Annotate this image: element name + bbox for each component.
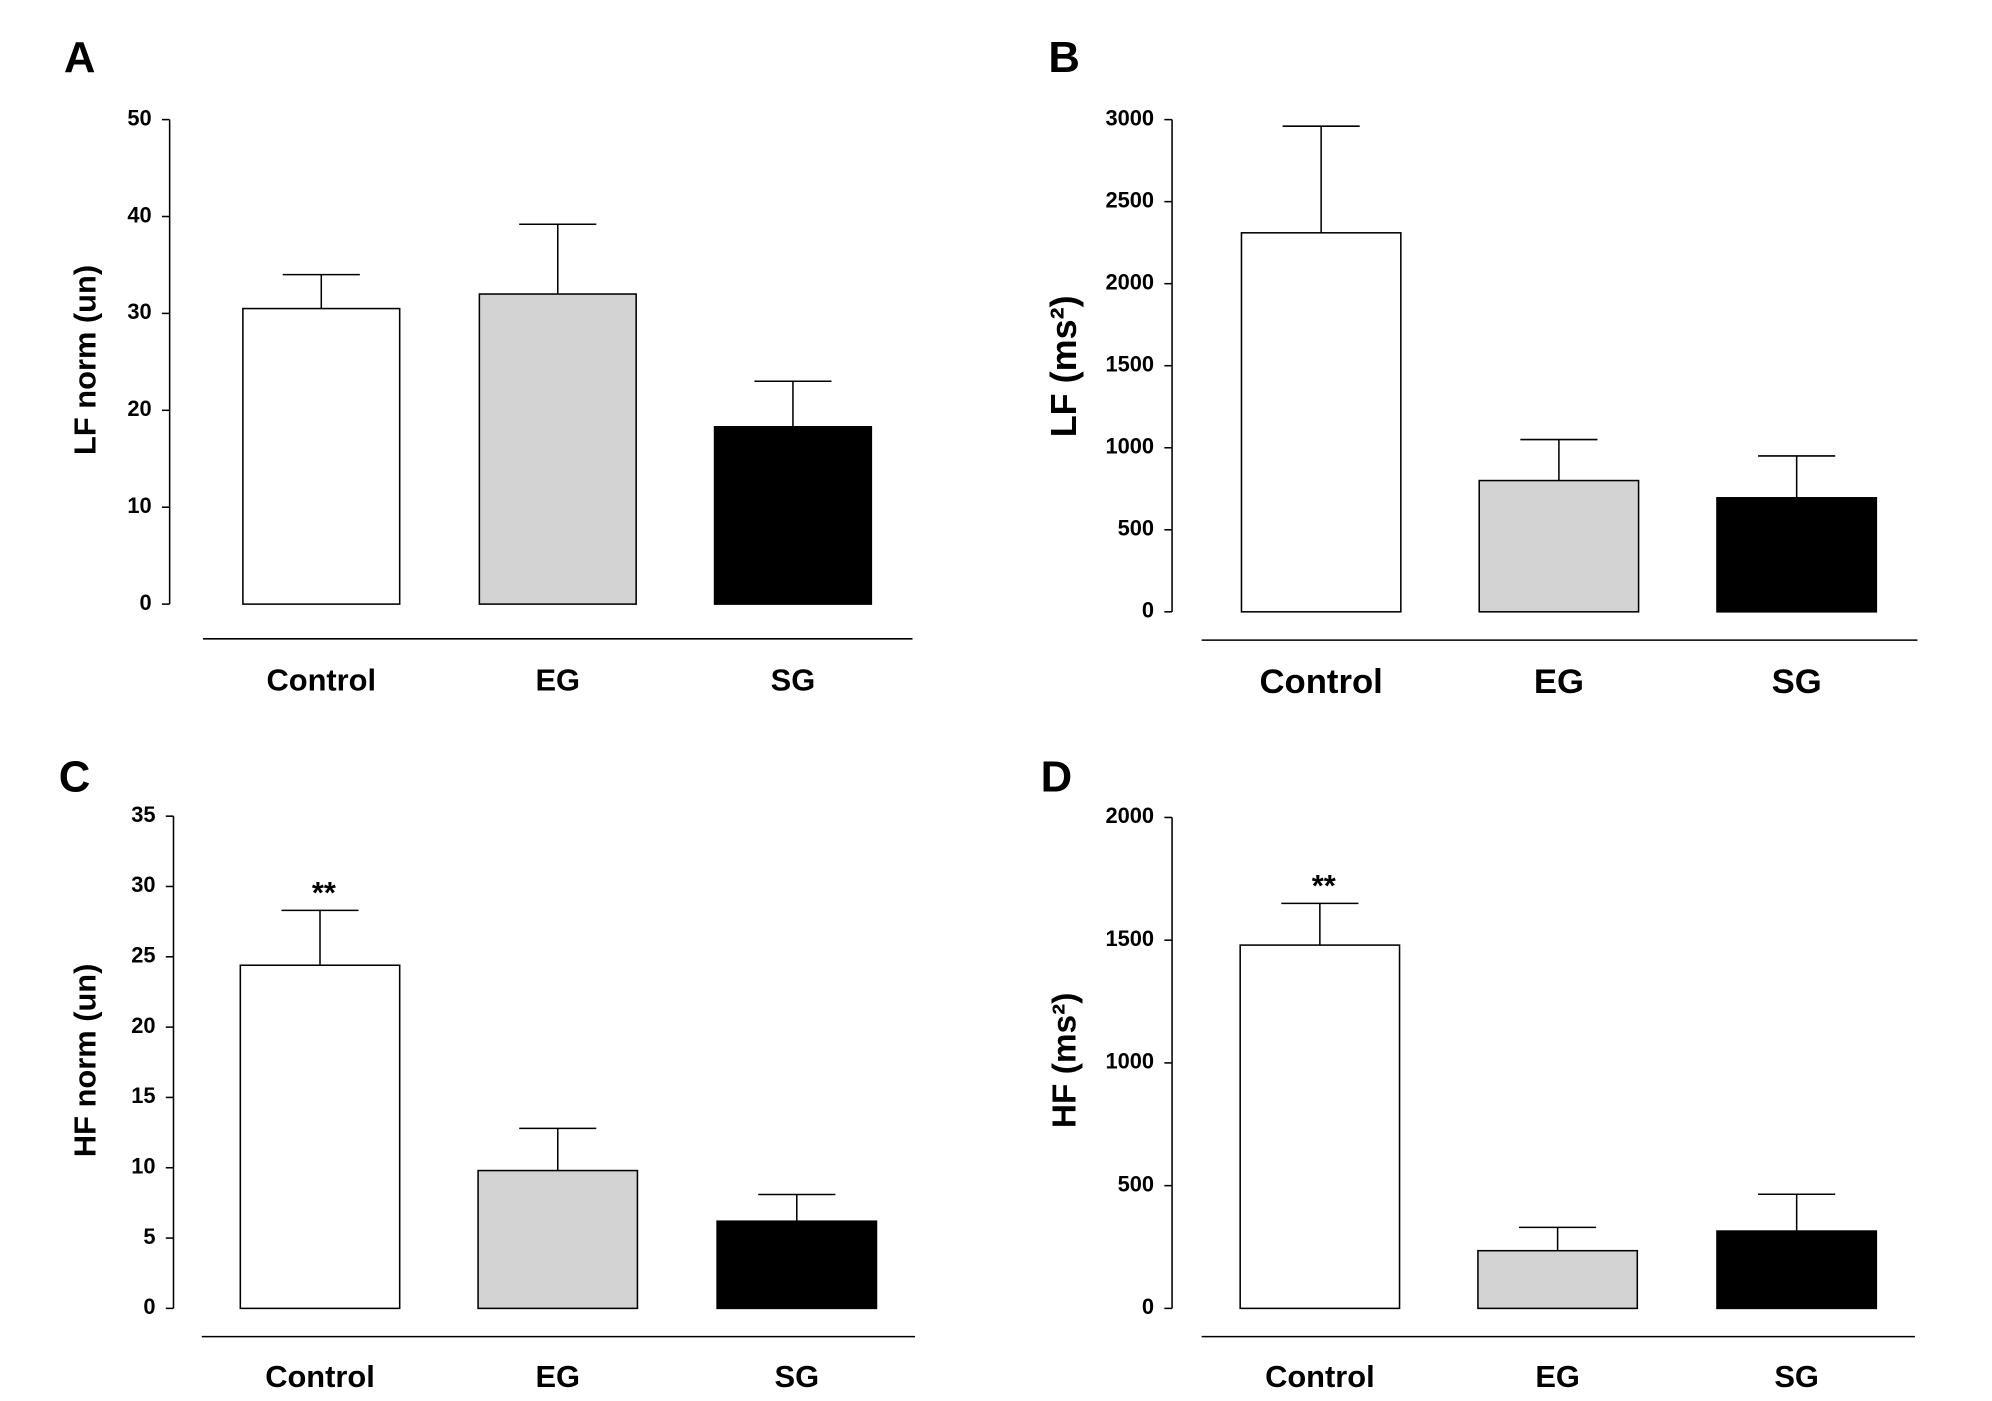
y-tick-label: 30 [127, 299, 151, 324]
bar [1240, 232, 1402, 613]
y-tick-label: 2500 [1106, 187, 1155, 212]
bar [1477, 1249, 1639, 1310]
bar [478, 293, 637, 605]
bar [1239, 944, 1401, 1310]
y-tick-label: 30 [131, 872, 155, 897]
y-tick-label: 5 [143, 1224, 155, 1249]
x-tick-label: SG [1772, 663, 1822, 701]
x-tick-label: Control [266, 663, 376, 698]
bar [1478, 479, 1640, 613]
y-tick-label: 25 [131, 943, 155, 968]
bar [239, 964, 401, 1310]
y-tick-label: 500 [1118, 1171, 1154, 1196]
y-tick-label: 2000 [1106, 269, 1155, 294]
x-tick-label: EG [535, 663, 580, 698]
y-axis-label: HF (ms²) [1047, 993, 1084, 1128]
y-tick-label: 1000 [1106, 1049, 1155, 1074]
y-tick-label: 10 [131, 1154, 155, 1179]
y-tick-label: 15 [131, 1083, 155, 1108]
bar [716, 1220, 878, 1310]
x-tick-label: Control [1259, 663, 1382, 701]
panel-label: C [59, 753, 91, 802]
y-tick-label: 35 [131, 802, 155, 827]
x-tick-label: EG [1534, 663, 1584, 701]
y-tick-label: 2000 [1106, 803, 1155, 828]
x-tick-label: SG [775, 1359, 820, 1394]
bar [242, 307, 401, 605]
y-tick-label: 20 [127, 396, 151, 421]
x-tick-label: SG [771, 663, 816, 698]
y-tick-label: 40 [127, 202, 151, 227]
y-tick-label: 0 [140, 590, 152, 615]
y-tick-label: 20 [131, 1013, 155, 1038]
y-tick-label: 0 [1142, 598, 1154, 623]
bar [1716, 1230, 1878, 1310]
x-tick-label: Control [265, 1359, 375, 1394]
y-tick-label: 50 [127, 105, 151, 130]
y-axis-label: HF norm (un) [68, 964, 103, 1157]
panel-label: A [64, 33, 96, 82]
annotation: ** [312, 875, 336, 910]
y-tick-label: 1000 [1106, 434, 1155, 459]
y-axis-label: LF norm (un) [68, 265, 103, 455]
annotation: ** [1312, 868, 1336, 903]
x-tick-label: EG [1535, 1359, 1580, 1394]
y-tick-label: 3000 [1106, 105, 1155, 130]
y-tick-label: 500 [1118, 516, 1154, 541]
panel-label: B [1048, 33, 1080, 82]
bar [713, 426, 873, 605]
y-tick-label: 10 [127, 493, 151, 518]
y-tick-label: 1500 [1106, 351, 1155, 376]
x-tick-label: SG [1774, 1359, 1819, 1394]
x-tick-label: EG [535, 1359, 580, 1394]
x-tick-label: Control [1265, 1359, 1375, 1394]
bar [477, 1169, 639, 1310]
bar [1716, 497, 1878, 613]
y-axis-label: LF (ms²) [1043, 295, 1084, 437]
y-tick-label: 0 [1142, 1294, 1154, 1319]
y-tick-label: 0 [143, 1294, 155, 1319]
panel-label: D [1041, 753, 1073, 802]
y-tick-label: 1500 [1106, 926, 1155, 951]
